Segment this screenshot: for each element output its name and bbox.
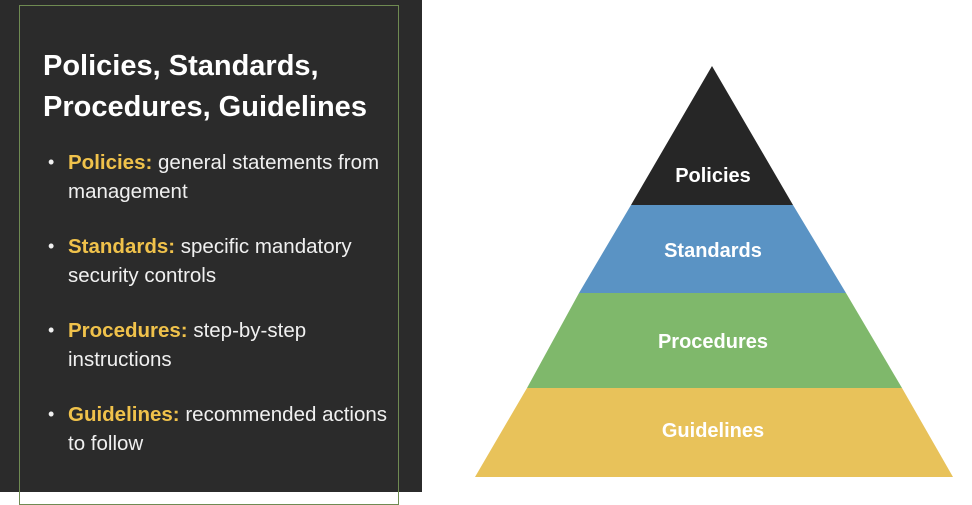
pyramid-label-procedures: Procedures [658,331,768,353]
pyramid-label-standards: Standards [664,240,762,262]
left-panel [0,0,422,505]
bullet-standards: • Standards: specific mandatory security … [48,232,388,290]
bullet-list: • Policies: general statements from manag… [48,148,388,484]
bullet-dot: • [48,236,55,256]
bullet-policies: • Policies: general statements from manag… [48,148,388,206]
bullet-guidelines: • Guidelines: recommended actions to foll… [48,400,388,458]
bullet-text: specific mandatory security controls [68,235,352,287]
bullet-dot: • [48,404,55,424]
slide-title: Policies, Standards, Procedures, Guideli… [43,50,367,123]
bullet-term: Policies: [68,151,153,174]
pyramid-label-policies: Policies [675,165,751,187]
bullet-procedures: • Procedures: step-by-step instructions [48,316,388,374]
bullet-text: general statements from management [68,151,380,203]
bullet-term: Standards: [68,235,176,258]
pyramid-tier-standards [579,205,846,293]
bullet-text: recommended actions to follow [68,403,388,455]
bullet-dot: • [48,320,55,340]
pyramid-diagram: Policies Standards Procedures Guidelines [475,66,953,477]
pyramid-tier-guidelines [475,388,953,477]
pyramid-tier-procedures [527,293,902,388]
bullet-term: Procedures: [68,319,188,342]
bullet-dot: • [48,152,55,172]
bullet-term: Guidelines: [68,403,180,426]
pyramid-label-guidelines: Guidelines [662,420,764,442]
pyramid-tier-policies [631,66,793,205]
bullet-text: step-by-step instructions [68,319,307,371]
